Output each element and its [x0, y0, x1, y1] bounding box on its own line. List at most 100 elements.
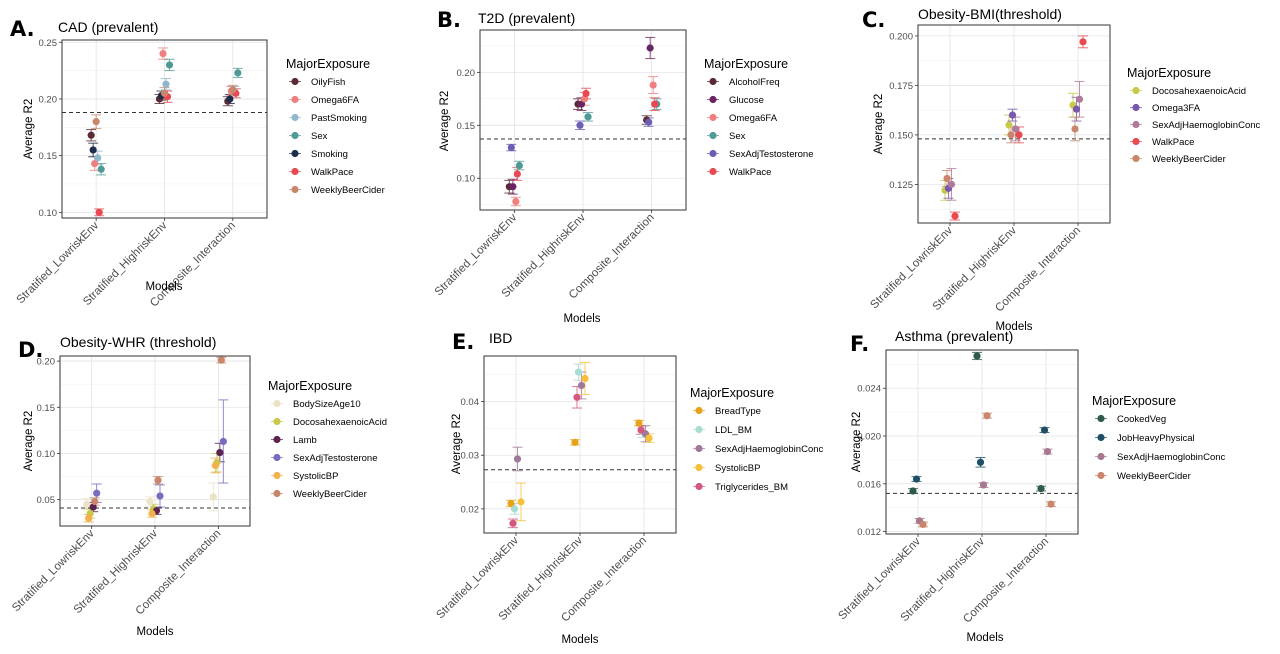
- data-point: [1011, 125, 1020, 133]
- data-point: [645, 118, 653, 126]
- data-point: [513, 170, 521, 178]
- data-point: [1008, 111, 1017, 119]
- data-point: [234, 69, 242, 77]
- legend-title: MajorExposure: [1092, 394, 1176, 408]
- legend-item-label: Smoking: [311, 149, 348, 160]
- legend-item-label: AlcoholFreq: [729, 77, 780, 88]
- data-point: [584, 113, 592, 121]
- legend-item-label: Sex: [729, 131, 746, 142]
- y-tick-label: 0.15: [39, 151, 58, 162]
- legend-item-label: WeeklyBeerCider: [1117, 471, 1191, 482]
- legend-item-label: WeeklyBeerCider: [311, 185, 385, 196]
- data-point: [510, 505, 519, 513]
- data-point: [912, 475, 921, 483]
- y-tick-label: 0.15: [37, 403, 56, 414]
- y-tick-label: 0.020: [857, 432, 881, 443]
- y-axis-title: Average R2: [451, 414, 463, 475]
- panel-title: Obesity-WHR (threshold): [60, 334, 216, 350]
- data-point: [97, 165, 105, 173]
- legend: MajorExposure BreadType LDL_BM SexAdjHaemog…: [690, 386, 824, 493]
- data-point: [148, 509, 156, 518]
- data-point: [517, 498, 525, 506]
- data-point: [577, 381, 586, 390]
- data-point: [507, 143, 515, 152]
- y-axis-title: Average R2: [439, 91, 451, 152]
- data-point: [507, 499, 515, 508]
- legend-item-label: Omega6FA: [311, 95, 360, 106]
- legend: MajorExposure CookedVeg JobHeavyPhysical Se…: [1092, 394, 1226, 482]
- legend: MajorExposure AlcoholFreq Glucose Omega6FA S…: [704, 57, 814, 178]
- legend-item-label: WalkPace: [1152, 137, 1194, 148]
- data-point: [919, 520, 927, 529]
- data-point: [229, 86, 237, 94]
- x-axis-title: Models: [966, 632, 1003, 644]
- data-point: [165, 61, 174, 69]
- data-point: [1079, 38, 1087, 46]
- panel-title: Asthma (prevalent): [895, 328, 1013, 344]
- legend: MajorExposure DocosahexaenoicAcid Omega3FA…: [1127, 66, 1261, 165]
- data-point: [571, 438, 579, 446]
- data-point: [226, 95, 234, 103]
- data-point: [162, 80, 170, 88]
- y-tick-label: 0.10: [39, 208, 58, 219]
- legend-item-label: WeeklyBeerCider: [293, 489, 367, 500]
- x-axis-title: Models: [136, 626, 173, 638]
- data-point: [637, 426, 645, 434]
- y-tick-label: 0.02: [461, 504, 480, 515]
- data-point: [87, 131, 95, 139]
- y-tick-label: 0.200: [889, 31, 913, 42]
- legend-item-label: BreadType: [715, 406, 761, 417]
- legend-title: MajorExposure: [268, 379, 352, 393]
- legend-item-label: WalkPace: [729, 167, 771, 178]
- legend-item-label: CookedVeg: [1117, 414, 1166, 425]
- y-tick-label: 0.024: [857, 384, 881, 395]
- data-point: [576, 121, 584, 129]
- series-Sex: [96, 58, 243, 176]
- legend-item-label: Sex: [311, 131, 328, 142]
- y-axis-title: Average R2: [873, 94, 885, 155]
- legend-item-label: SystolicBP: [293, 471, 338, 482]
- data-point: [89, 146, 97, 154]
- data-point: [645, 434, 653, 442]
- y-tick-label: 0.25: [39, 38, 58, 49]
- legend: MajorExposure BodySizeAge10 Docosahexaenoi…: [268, 379, 387, 500]
- data-point: [209, 493, 217, 501]
- legend: MajorExposure OilyFish Omega6FA PastSmoking…: [286, 57, 385, 196]
- y-axis-title: Average R2: [851, 412, 863, 473]
- data-point: [979, 481, 988, 489]
- legend-item-label: WalkPace: [311, 167, 353, 178]
- data-point: [515, 161, 523, 170]
- data-point: [1072, 105, 1081, 113]
- legend-item-label: SystolicBP: [715, 463, 760, 474]
- data-point: [146, 497, 154, 506]
- y-axis-title: Average R2: [23, 99, 35, 160]
- data-point: [951, 212, 959, 220]
- panel-title: Obesity-BMI(threshold): [918, 6, 1062, 22]
- y-tick-label: 0.04: [461, 397, 480, 408]
- legend-item-label: LDL_BM: [715, 425, 752, 436]
- legend-item-label: Omega6FA: [729, 113, 778, 124]
- panel-label: A.: [10, 17, 35, 41]
- data-point: [651, 100, 659, 108]
- data-point: [83, 500, 91, 508]
- data-point: [211, 461, 219, 470]
- data-point: [91, 159, 99, 168]
- data-point: [581, 374, 589, 383]
- x-axis-title: Models: [995, 321, 1032, 333]
- y-tick-label: 0.03: [461, 451, 480, 462]
- legend-item-label: Glucose: [729, 95, 764, 106]
- legend-item-label: SexAdjTestosterone: [729, 149, 814, 160]
- y-tick-label: 0.016: [857, 479, 881, 490]
- data-point: [646, 44, 654, 52]
- data-point: [1040, 426, 1049, 434]
- y-tick-label: 0.175: [889, 81, 913, 92]
- legend-item-label: JobHeavyPhysical: [1117, 433, 1195, 444]
- data-point: [1005, 121, 1013, 129]
- data-point: [216, 448, 224, 457]
- legend-item-label: SexAdjHaemoglobinConc: [715, 444, 824, 455]
- data-point: [89, 503, 97, 511]
- data-point: [1007, 131, 1015, 139]
- y-tick-label: 0.125: [889, 180, 913, 191]
- panel-title: CAD (prevalent): [58, 19, 158, 35]
